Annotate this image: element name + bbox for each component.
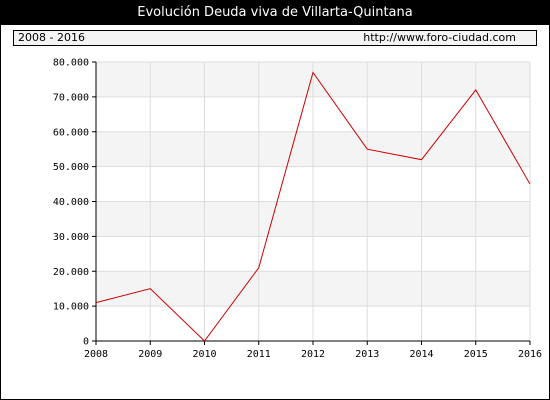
x-tick-label: 2014 [409,349,433,360]
chart-title: Evolución Deuda viva de Villarta-Quintan… [1,1,549,25]
x-tick-label: 2013 [355,349,379,360]
x-tick-label: 2012 [301,349,325,360]
x-tick-label: 2015 [464,349,488,360]
y-tick-label: 50.000 [53,162,89,173]
source-url: http://www.foro-ciudad.com [363,31,516,44]
y-tick-label: 70.000 [53,92,89,103]
y-tick-label: 40.000 [53,197,89,208]
x-tick-label: 2010 [192,349,216,360]
x-tick-label: 2009 [138,349,162,360]
x-tick-label: 2008 [84,349,108,360]
x-tick-label: 2016 [518,349,542,360]
info-bar: 2008 - 2016 http://www.foro-ciudad.com [13,30,537,46]
y-tick-label: 20.000 [53,267,89,278]
y-tick-label: 30.000 [53,232,89,243]
period-label: 2008 - 2016 [18,31,85,44]
y-tick-label: 10.000 [53,302,89,313]
y-tick-label: 0 [83,337,89,348]
x-tick-label: 2011 [247,349,271,360]
series-line [95,71,531,342]
y-tick-label: 60.000 [53,127,89,138]
y-tick-label: 80.000 [53,58,89,69]
